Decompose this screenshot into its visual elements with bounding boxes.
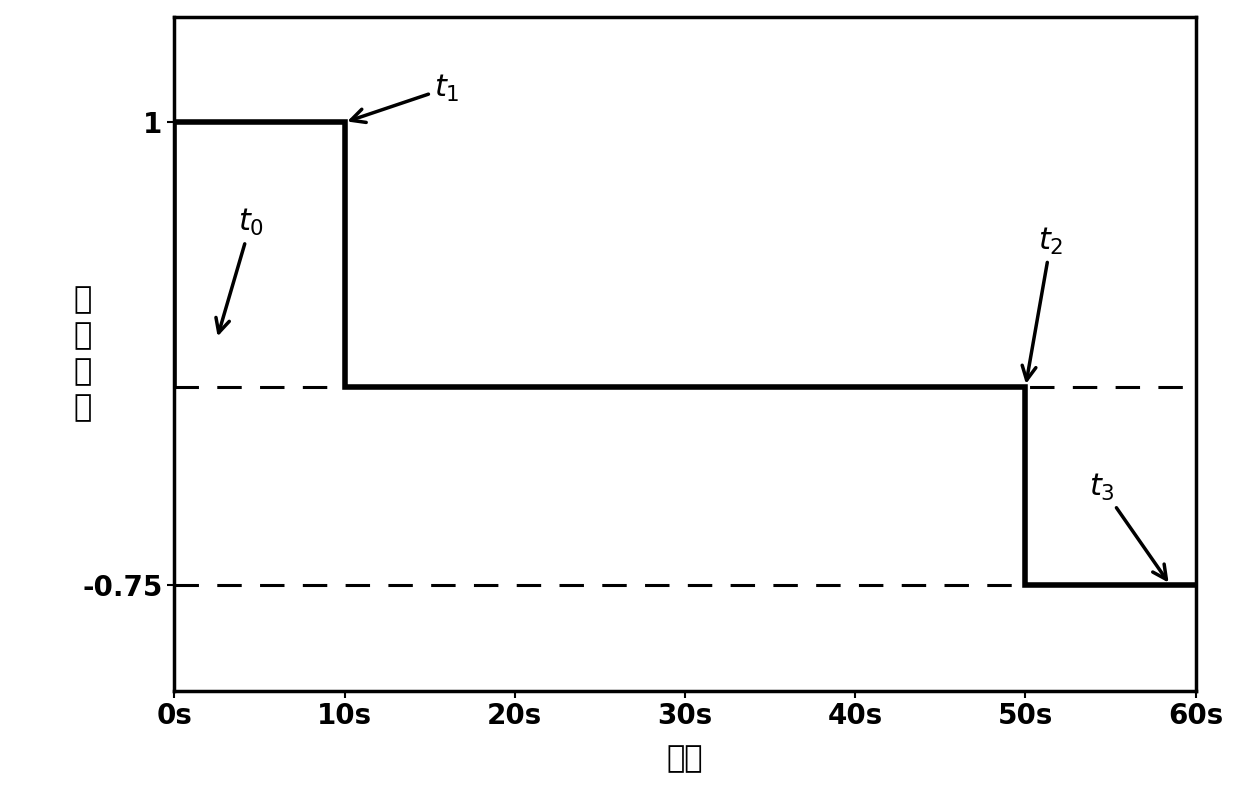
Text: $t_1$: $t_1$ [351,73,460,122]
Text: $t_0$: $t_0$ [216,207,264,333]
Text: $t_3$: $t_3$ [1089,472,1167,579]
X-axis label: 时间: 时间 [667,744,703,773]
Text: $t_2$: $t_2$ [1022,226,1064,380]
Text: 相
对
电
流: 相 对 电 流 [73,285,92,422]
